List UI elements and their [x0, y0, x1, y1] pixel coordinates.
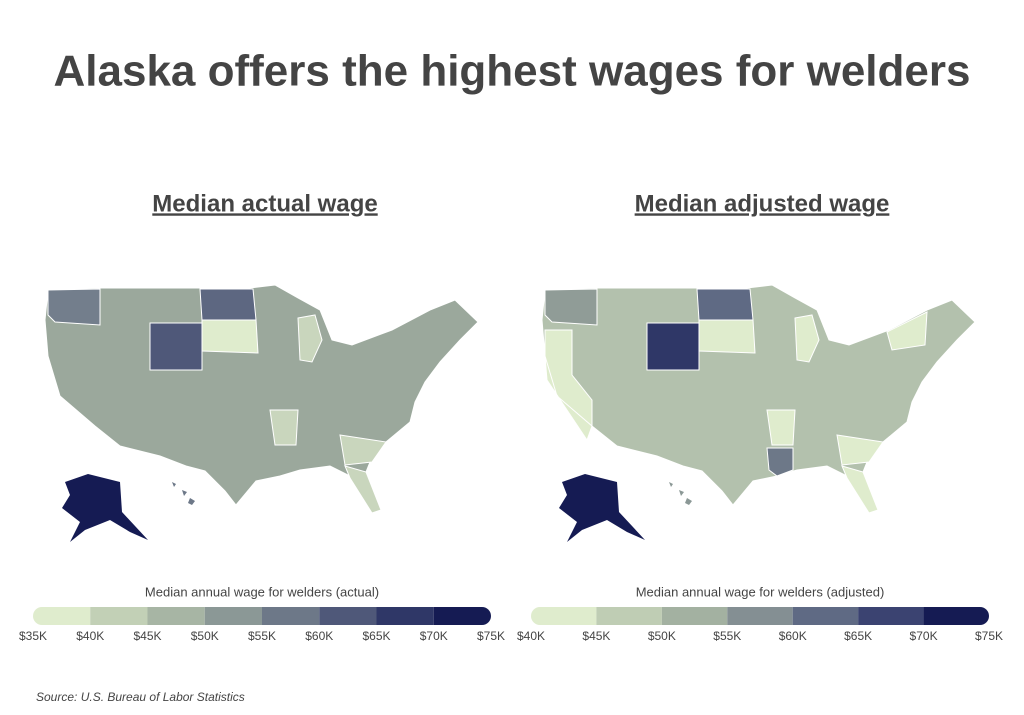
legend-tick-label: $70K — [420, 629, 448, 643]
state — [766, 447, 794, 477]
legend-title: Median annual wage for welders (actual) — [145, 584, 379, 599]
state — [698, 319, 756, 354]
legend-tick-label: $60K — [305, 629, 333, 643]
legend-tick-label: $70K — [910, 629, 938, 643]
state — [794, 314, 820, 363]
alaska — [62, 474, 148, 542]
state — [199, 288, 257, 321]
source: Source: U.S. Bureau of Labor Statistics — [36, 690, 245, 704]
map-title: Median actual wage — [152, 190, 377, 217]
legend-bin — [204, 607, 262, 625]
hawaii — [669, 482, 692, 505]
map-title: Median adjusted wage — [635, 190, 890, 217]
legend — [531, 607, 989, 625]
state — [201, 319, 259, 354]
legend-tick-label: $55K — [248, 629, 276, 643]
map-adjusted — [541, 284, 976, 542]
legend-bin — [433, 607, 491, 625]
legend-bin — [858, 607, 924, 625]
legend-bin — [923, 607, 989, 625]
legend-bin — [792, 607, 859, 625]
title: Alaska offers the highest wages for weld… — [54, 47, 971, 96]
legend-tick-label: $65K — [844, 629, 872, 643]
legend-bin — [727, 607, 793, 625]
legend-tick-label: $55K — [713, 629, 741, 643]
legend-bin — [661, 607, 728, 625]
legend-title: Median annual wage for welders (adjusted… — [636, 584, 885, 599]
state — [886, 311, 928, 351]
legend-bin — [262, 607, 320, 625]
state — [149, 322, 203, 371]
legend-bin — [90, 607, 148, 625]
state — [646, 322, 700, 371]
map-actual — [44, 284, 479, 542]
state — [269, 409, 299, 446]
legend-bin — [376, 607, 434, 625]
alaska — [559, 474, 645, 542]
state — [766, 409, 796, 446]
legend-tick-label: $45K — [582, 629, 610, 643]
legend-bin — [596, 607, 662, 625]
state — [544, 329, 593, 442]
hawaii — [172, 482, 195, 505]
legend-bin — [33, 607, 91, 625]
legend-tick-label: $45K — [133, 629, 161, 643]
legend-tick-label: $75K — [477, 629, 505, 643]
state — [696, 288, 754, 321]
legend-bin — [531, 607, 597, 625]
state — [344, 465, 382, 514]
legend-tick-label: $75K — [975, 629, 1003, 643]
state — [544, 288, 598, 326]
legend-tick-label: $50K — [648, 629, 676, 643]
legend-tick-label: $40K — [517, 629, 545, 643]
legend-bin — [147, 607, 205, 625]
state — [339, 434, 387, 466]
legend-tick-label: $50K — [191, 629, 219, 643]
state — [841, 465, 879, 514]
state — [836, 434, 884, 466]
state — [297, 314, 323, 363]
legend-tick-label: $40K — [76, 629, 104, 643]
legend — [33, 607, 491, 625]
state — [47, 288, 101, 326]
legend-tick-label: $60K — [779, 629, 807, 643]
legend-bin — [319, 607, 377, 625]
legend-tick-label: $65K — [362, 629, 390, 643]
legend-tick-label: $35K — [19, 629, 47, 643]
